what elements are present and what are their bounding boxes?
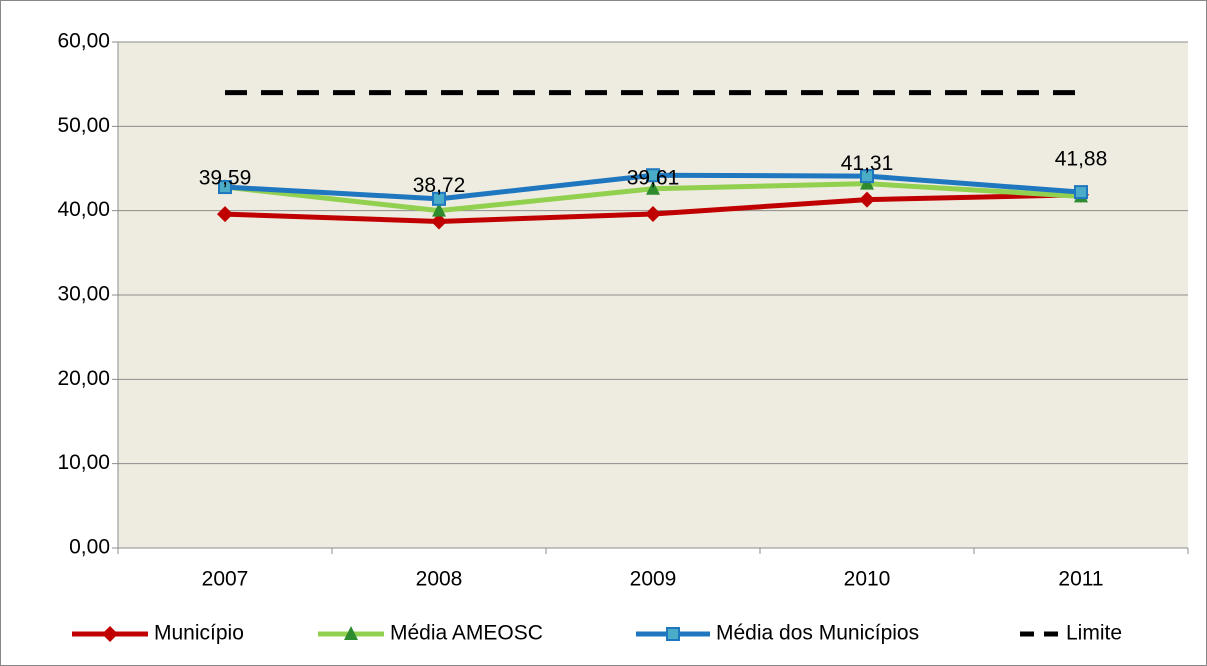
data-label: 41,31 bbox=[841, 152, 894, 175]
point bbox=[646, 168, 660, 183]
point bbox=[217, 206, 233, 223]
data-label: 39,59 bbox=[199, 167, 252, 190]
y-tick-label: 0,00 bbox=[69, 536, 110, 559]
legend-label: Município bbox=[154, 622, 244, 645]
data-label: 38,72 bbox=[413, 174, 466, 197]
x-tick-label: 2011 bbox=[1058, 568, 1103, 591]
point bbox=[860, 169, 874, 184]
legend-label: Média dos Municípios bbox=[716, 622, 919, 645]
point bbox=[646, 180, 660, 195]
x-tick-label: 2009 bbox=[630, 568, 677, 591]
point bbox=[218, 180, 232, 195]
y-tick-label: 50,00 bbox=[57, 114, 110, 137]
x-tick-label: 2007 bbox=[202, 568, 249, 591]
legend-label: Média AMEOSC bbox=[390, 622, 543, 645]
point bbox=[432, 202, 446, 217]
point bbox=[432, 191, 446, 206]
y-tick-label: 40,00 bbox=[57, 198, 110, 221]
data-label: 39,61 bbox=[627, 167, 680, 190]
y-tick-label: 60,00 bbox=[57, 30, 110, 53]
y-tick-label: 10,00 bbox=[57, 451, 110, 474]
y-tick-label: 20,00 bbox=[57, 367, 110, 390]
point bbox=[431, 213, 447, 230]
x-tick-label: 2008 bbox=[416, 568, 463, 591]
data-label: 41,88 bbox=[1055, 147, 1108, 170]
point bbox=[1074, 185, 1088, 200]
y-tick-label: 30,00 bbox=[57, 283, 110, 306]
point bbox=[859, 191, 875, 208]
legend-label: Limite bbox=[1066, 622, 1122, 645]
x-tick-label: 2010 bbox=[844, 568, 891, 591]
legend-marker bbox=[344, 626, 358, 640]
legend-marker bbox=[666, 627, 680, 641]
point bbox=[645, 205, 661, 222]
legend-marker bbox=[102, 626, 118, 642]
